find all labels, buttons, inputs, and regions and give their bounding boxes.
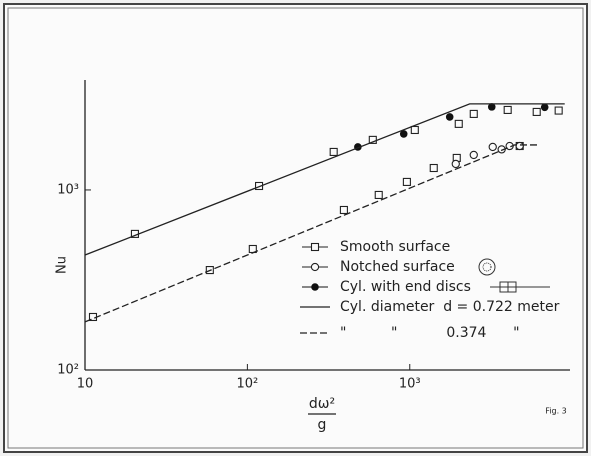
square-marker	[329, 147, 338, 156]
legend-label: Cyl. diameter d = 0.722 meter	[340, 299, 560, 315]
frame	[3, 3, 588, 453]
circle-marker	[310, 262, 320, 272]
square-marker	[410, 125, 419, 135]
square-marker	[402, 177, 411, 186]
square-marker	[310, 242, 320, 252]
x-tick-label: 10	[77, 377, 94, 392]
fit-line	[84, 103, 565, 256]
legend-label: Smooth surface	[340, 239, 450, 255]
square-marker	[532, 107, 541, 116]
y-tick-label: 10²	[57, 363, 79, 378]
square-marker	[374, 190, 383, 200]
circle-marker	[469, 150, 478, 160]
fit-line	[84, 144, 540, 323]
legend-label: " " 0.374 "	[340, 325, 520, 341]
legend-label: Notched surface	[340, 259, 455, 275]
figure-label: Fig. 3	[545, 407, 567, 416]
notched-glyph	[478, 258, 496, 276]
circle-marker	[488, 142, 497, 152]
filled-marker	[445, 113, 454, 121]
x-tick-label: 10³	[399, 377, 421, 392]
filled-marker	[399, 130, 408, 138]
square-marker	[429, 163, 438, 173]
circle-marker	[515, 141, 524, 151]
square-marker	[339, 205, 348, 215]
y-axis-label: Nu	[55, 256, 70, 274]
inner-frame	[7, 7, 584, 449]
x-label-denominator: g	[318, 417, 327, 433]
filled-marker	[540, 103, 549, 112]
filled-marker	[487, 103, 496, 111]
square-marker	[469, 109, 478, 118]
square-marker	[454, 119, 463, 128]
legend-label: Cyl. with end discs	[340, 279, 471, 295]
x-tick-label: 10²	[236, 377, 258, 392]
y-tick-label: 10³	[57, 182, 79, 197]
x-label-numerator: dω²	[309, 396, 335, 412]
square-marker	[554, 106, 563, 115]
filled-marker	[311, 283, 319, 291]
notched-glyph-inner	[482, 262, 492, 272]
square-marker	[368, 135, 377, 144]
circle-marker	[451, 159, 460, 169]
square-marker	[503, 105, 512, 114]
